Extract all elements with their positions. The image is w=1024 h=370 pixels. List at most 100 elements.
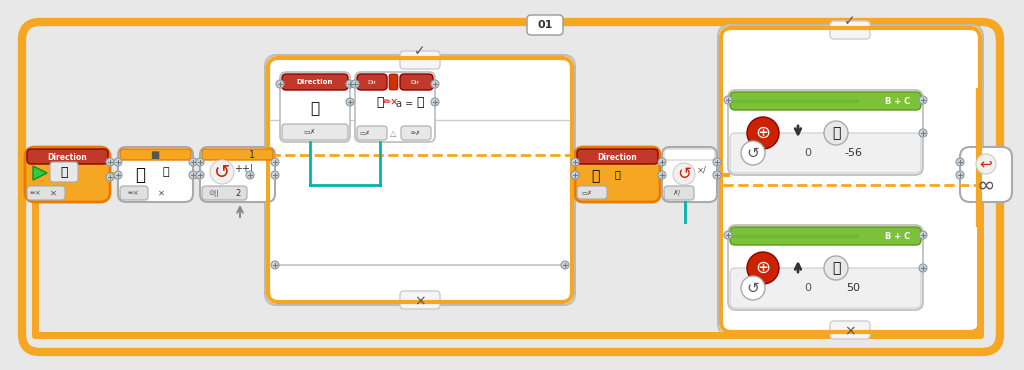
Text: ▭✗: ▭✗ xyxy=(359,131,371,135)
Circle shape xyxy=(271,158,279,166)
FancyBboxPatch shape xyxy=(830,321,870,339)
Text: a =: a = xyxy=(396,99,414,109)
Polygon shape xyxy=(33,166,47,180)
Circle shape xyxy=(919,129,927,137)
FancyBboxPatch shape xyxy=(961,147,1012,202)
Text: B + C: B + C xyxy=(886,97,910,105)
Circle shape xyxy=(741,276,765,300)
Circle shape xyxy=(741,141,765,165)
Circle shape xyxy=(571,158,579,166)
FancyBboxPatch shape xyxy=(27,186,65,200)
Text: ✏✗: ✏✗ xyxy=(411,131,421,135)
Text: △: △ xyxy=(390,128,396,138)
Circle shape xyxy=(346,98,354,106)
Text: ++|: ++| xyxy=(234,164,254,174)
FancyBboxPatch shape xyxy=(120,149,191,160)
Circle shape xyxy=(956,158,964,166)
Text: ↺: ↺ xyxy=(677,165,691,183)
FancyBboxPatch shape xyxy=(27,149,108,164)
FancyBboxPatch shape xyxy=(575,147,660,202)
Text: ■: ■ xyxy=(151,150,160,160)
Text: B + C: B + C xyxy=(886,232,910,240)
Circle shape xyxy=(351,80,359,88)
Circle shape xyxy=(346,80,354,88)
Circle shape xyxy=(919,231,927,239)
Text: 🧳: 🧳 xyxy=(416,95,424,108)
Text: ×/: ×/ xyxy=(697,165,707,175)
Circle shape xyxy=(431,98,439,106)
Text: 🧳: 🧳 xyxy=(135,166,145,184)
FancyBboxPatch shape xyxy=(730,227,921,245)
Circle shape xyxy=(658,171,666,179)
FancyBboxPatch shape xyxy=(728,225,923,310)
Text: 🧳: 🧳 xyxy=(376,95,384,108)
Circle shape xyxy=(746,252,779,284)
FancyBboxPatch shape xyxy=(400,74,433,90)
FancyBboxPatch shape xyxy=(200,147,275,202)
FancyBboxPatch shape xyxy=(25,147,110,202)
Circle shape xyxy=(210,160,234,184)
Text: ✏×: ✏× xyxy=(383,97,399,107)
Text: ⊕: ⊕ xyxy=(756,124,771,142)
Circle shape xyxy=(196,158,204,166)
Circle shape xyxy=(713,158,721,166)
Circle shape xyxy=(246,171,254,179)
Circle shape xyxy=(673,163,695,185)
Circle shape xyxy=(724,231,732,239)
Circle shape xyxy=(431,80,439,88)
FancyBboxPatch shape xyxy=(664,149,715,160)
Text: 🧳: 🧳 xyxy=(163,167,169,177)
FancyBboxPatch shape xyxy=(357,74,387,90)
FancyBboxPatch shape xyxy=(577,186,607,199)
Circle shape xyxy=(196,171,204,179)
Circle shape xyxy=(114,158,122,166)
Text: 🧳: 🧳 xyxy=(614,169,620,179)
Text: ⏱: ⏱ xyxy=(831,261,840,275)
FancyBboxPatch shape xyxy=(730,92,921,110)
Text: 2: 2 xyxy=(236,188,241,198)
FancyBboxPatch shape xyxy=(120,186,148,200)
FancyBboxPatch shape xyxy=(728,90,923,175)
Text: ⊙||: ⊙|| xyxy=(209,189,219,196)
Text: ▭✗: ▭✗ xyxy=(582,191,593,195)
Text: ✗/: ✗/ xyxy=(672,190,680,196)
Circle shape xyxy=(724,96,732,104)
FancyBboxPatch shape xyxy=(282,124,348,140)
FancyBboxPatch shape xyxy=(662,147,717,202)
Text: Direction: Direction xyxy=(297,79,333,85)
Circle shape xyxy=(919,264,927,272)
Circle shape xyxy=(189,171,197,179)
FancyBboxPatch shape xyxy=(50,162,78,182)
FancyBboxPatch shape xyxy=(577,149,658,164)
Circle shape xyxy=(976,154,996,174)
Text: ✕: ✕ xyxy=(158,188,165,198)
Text: ✕: ✕ xyxy=(49,188,56,198)
Text: ×: × xyxy=(414,294,426,308)
Text: Dir: Dir xyxy=(368,80,377,84)
FancyBboxPatch shape xyxy=(282,74,348,90)
Text: ▭✗: ▭✗ xyxy=(304,129,316,135)
Text: 🧳: 🧳 xyxy=(60,165,68,178)
Circle shape xyxy=(271,171,279,179)
Text: ⊕: ⊕ xyxy=(756,259,771,277)
Circle shape xyxy=(713,171,721,179)
FancyBboxPatch shape xyxy=(202,149,273,160)
Circle shape xyxy=(114,171,122,179)
Text: 0: 0 xyxy=(805,148,811,158)
Circle shape xyxy=(658,158,666,166)
Text: ⏱: ⏱ xyxy=(831,126,840,140)
Text: Direction: Direction xyxy=(597,152,637,161)
Circle shape xyxy=(746,117,779,149)
FancyBboxPatch shape xyxy=(400,291,440,309)
Circle shape xyxy=(276,80,284,88)
FancyBboxPatch shape xyxy=(401,126,431,140)
FancyBboxPatch shape xyxy=(718,25,983,335)
Circle shape xyxy=(561,261,569,269)
Circle shape xyxy=(106,173,114,181)
Text: ✓: ✓ xyxy=(844,14,856,28)
Text: Dir: Dir xyxy=(411,80,420,84)
Text: 50: 50 xyxy=(846,283,860,293)
Circle shape xyxy=(956,171,964,179)
FancyBboxPatch shape xyxy=(357,126,387,140)
Text: ↺: ↺ xyxy=(746,280,760,296)
